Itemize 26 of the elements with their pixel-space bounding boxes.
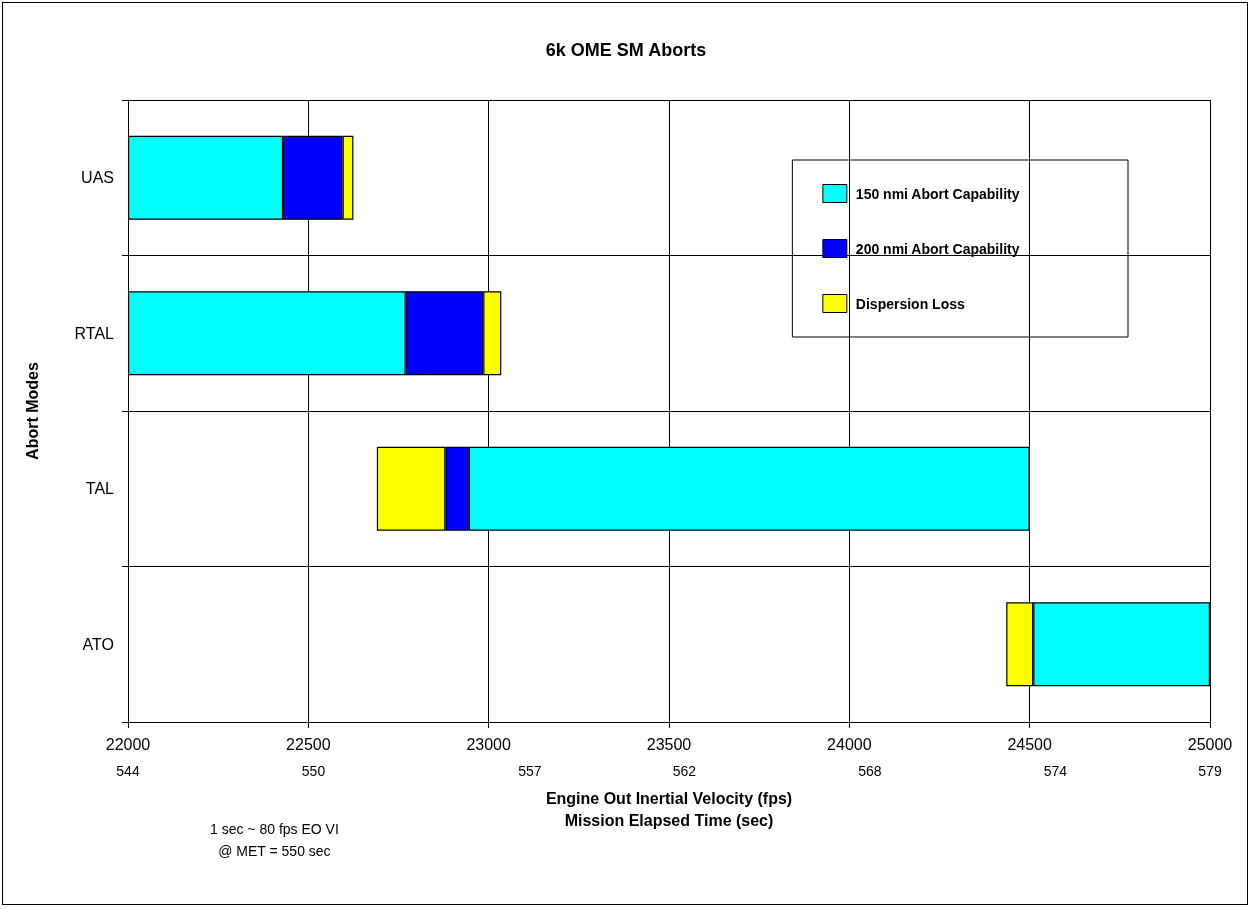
text: 1 sec ~ 80 fps EO VI @ MET = 550 sec (210, 821, 339, 859)
x2-tick-label: 550 (301, 763, 326, 779)
x-tick-label: 22500 (286, 735, 331, 753)
x-tick-label: 23000 (466, 735, 512, 753)
y-axis-title: Abort Modes (23, 362, 41, 460)
y-tick-label: TAL (85, 480, 115, 498)
x2-tick-label: 544 (116, 763, 140, 779)
x-tick-label: 22000 (105, 735, 151, 753)
y-tick-label: RTAL (74, 324, 115, 342)
x-axis-title: Engine Out Inertial Velocity (fps) (545, 789, 793, 807)
x2-tick-label: 579 (1198, 763, 1222, 779)
legend-label: Dispersion Loss (855, 295, 965, 312)
x-tick-label: 23500 (646, 735, 692, 753)
y-tick-label: UAS (81, 169, 114, 187)
legend-label: 200 nmi Abort Capability (855, 240, 1020, 257)
y-tick-label: ATO (82, 635, 114, 653)
x2-tick-label: 568 (858, 763, 882, 779)
x-tick-label: 25000 (1187, 735, 1233, 753)
x-tick-label: 24500 (1007, 735, 1053, 753)
legend-label: 150 nmi Abort Capability (855, 185, 1020, 202)
chart-title: 6k OME SM Aborts (545, 40, 707, 60)
x2-tick-label: 562 (672, 763, 697, 779)
x2-tick-label: 557 (518, 763, 542, 779)
x2-tick-label: 574 (1043, 763, 1068, 779)
x-tick-label: 24000 (827, 735, 872, 753)
x2-axis-title: Mission Elapsed Time (sec) (564, 811, 774, 829)
